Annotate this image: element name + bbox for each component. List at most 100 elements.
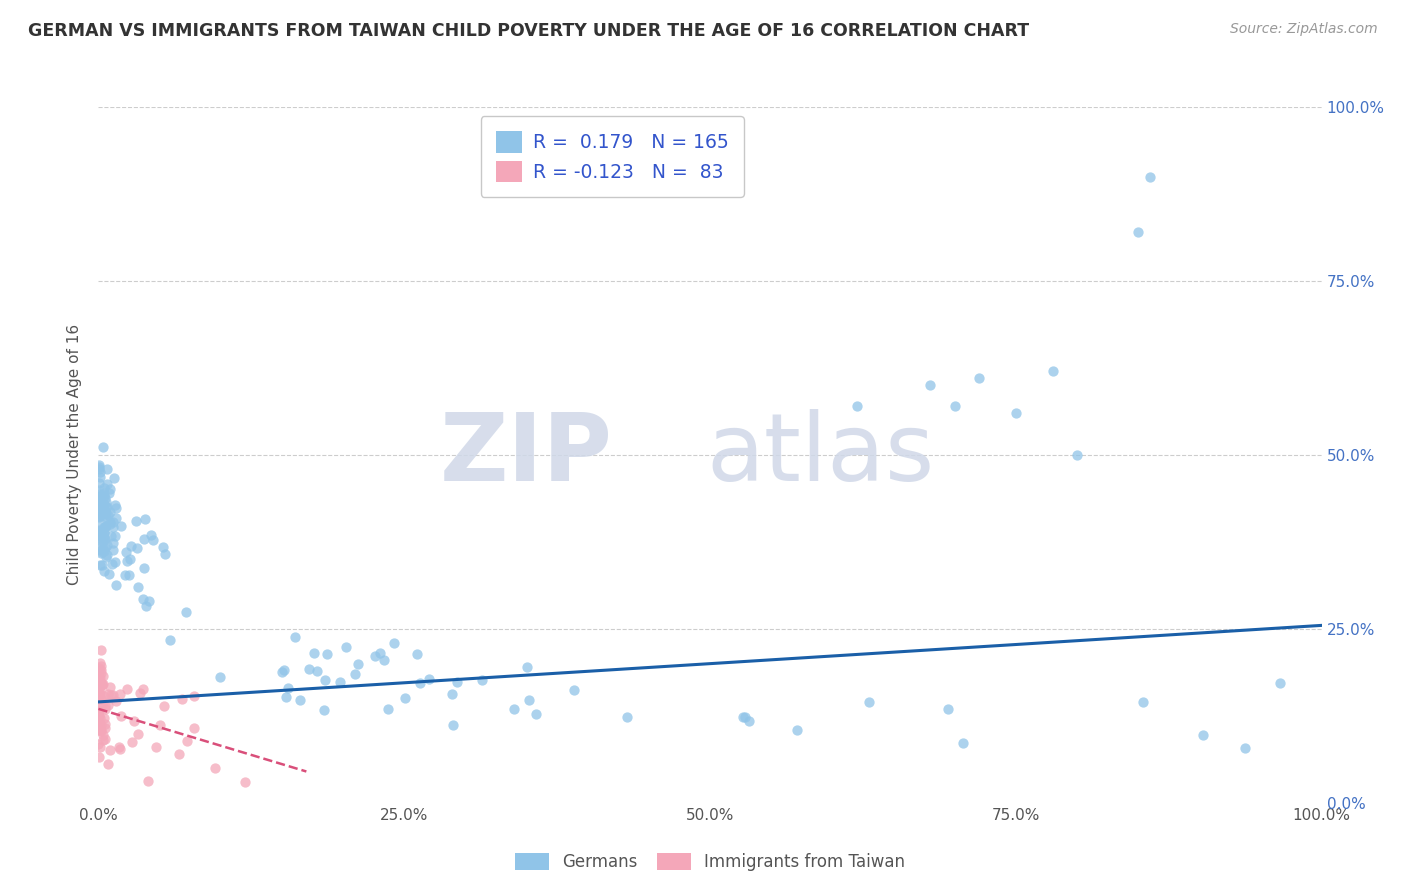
Point [87,677,110,691]
Point [132,560,155,574]
Point [96,500,118,515]
Point [93,486,115,500]
Point [315,647,337,661]
Point [471,673,494,687]
Point [516,659,538,673]
Point [87,674,110,689]
Point [1004,406,1026,420]
Point [87,525,110,540]
Point [314,703,336,717]
Point [93,711,115,725]
Point [90,724,112,739]
Point [91,508,114,522]
Point [418,672,440,686]
Point [101,543,124,558]
Point [96,548,118,562]
Point [409,676,432,690]
Point [129,686,152,700]
Point [89,709,111,723]
Point [91,669,114,683]
Point [94,533,117,547]
Point [90,546,112,560]
Point [105,578,128,592]
Point [1066,448,1088,462]
Point [343,667,366,681]
Point [94,518,117,533]
Point [87,528,110,542]
Point [93,525,115,540]
Point [121,735,143,749]
Point [87,529,110,543]
Point [87,716,110,731]
Point [733,709,755,723]
Point [87,460,110,475]
Point [91,440,114,454]
Point [87,458,110,472]
Point [564,682,586,697]
Point [132,591,155,606]
Point [134,512,156,526]
Point [90,659,112,673]
Point [135,599,157,614]
Point [90,516,112,531]
Point [93,544,115,558]
Point [314,673,336,687]
Point [329,675,352,690]
Point [1234,740,1257,755]
Point [87,666,110,681]
Point [87,723,110,737]
Point [94,507,117,521]
Point [101,689,124,703]
Point [183,690,205,704]
Point [105,500,128,515]
Point [394,690,416,705]
Point [110,709,132,723]
Point [87,719,110,733]
Point [858,695,880,709]
Point [103,471,125,485]
Point [89,492,111,507]
Point [93,520,115,534]
Point [89,558,111,573]
Point [117,681,139,696]
Point [89,470,111,484]
Point [87,524,110,538]
Point [93,690,115,704]
Point [89,491,111,506]
Point [118,567,141,582]
Text: GERMAN VS IMMIGRANTS FROM TAIWAN CHILD POVERTY UNDER THE AGE OF 16 CORRELATION C: GERMAN VS IMMIGRANTS FROM TAIWAN CHILD P… [28,22,1029,40]
Point [89,711,111,725]
Point [90,500,112,514]
Point [170,691,193,706]
Point [96,550,118,565]
Point [89,722,111,736]
Point [87,508,110,523]
Point [94,491,117,506]
Point [90,676,112,690]
Point [87,523,110,537]
Point [1192,729,1215,743]
Point [87,483,110,497]
Point [136,773,159,788]
Text: Source: ZipAtlas.com: Source: ZipAtlas.com [1230,22,1378,37]
Point [101,520,124,534]
Point [364,649,387,664]
Point [90,489,112,503]
Point [87,690,110,704]
Point [91,524,114,538]
Point [373,653,395,667]
Point [153,547,176,561]
Point [616,709,638,723]
Point [90,507,112,521]
Point [97,566,120,581]
Point [97,486,120,500]
Point [115,554,138,568]
Point [920,378,942,392]
Point [90,666,112,681]
Point [290,693,312,707]
Point [87,675,110,690]
Point [89,671,111,685]
Point [87,737,110,751]
Point [87,686,110,700]
Point [89,509,111,524]
